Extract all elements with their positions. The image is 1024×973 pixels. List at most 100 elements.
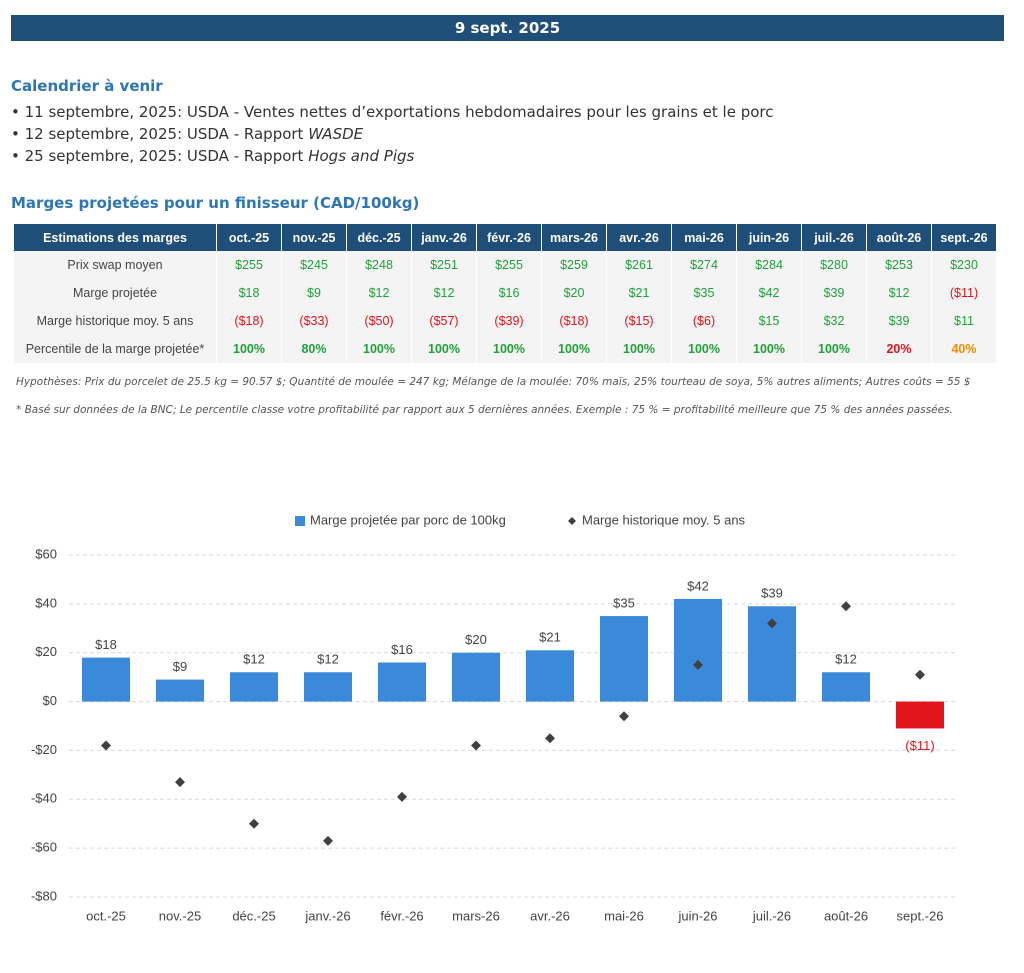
calendar-text: 12 septembre, 2025: USDA - Rapport (24, 125, 309, 143)
cell: $12 (411, 279, 477, 307)
header-row: Estimations des marges oct.-25 nov.-25 déc.… (14, 224, 997, 251)
cell: $18 (216, 279, 282, 307)
cell: $16 (476, 279, 542, 307)
bar (526, 650, 574, 702)
cell: $39 (801, 279, 867, 307)
cell: 100% (476, 335, 542, 363)
marker (471, 740, 481, 751)
x-tick-label: janv.-26 (304, 908, 350, 923)
cell: $248 (346, 251, 412, 279)
x-tick-label: févr.-26 (380, 908, 423, 923)
date-banner: 9 sept. 2025 (11, 15, 1004, 41)
cell: 40% (931, 335, 997, 363)
table-title: Marges projetées pour un finisseur (CAD/… (11, 194, 420, 212)
bar (452, 652, 500, 702)
cell: $230 (931, 251, 997, 279)
y-tick-label: $0 (43, 693, 57, 708)
header-cell: avr.-26 (606, 224, 672, 251)
cell: ($15) (606, 307, 672, 335)
data-label: $12 (317, 652, 339, 667)
data-label: $9 (173, 659, 187, 674)
y-tick-label: -$80 (31, 888, 57, 903)
x-tick-label: nov.-25 (159, 908, 201, 923)
data-label: $20 (465, 632, 487, 647)
marker (249, 818, 259, 829)
cell: 100% (671, 335, 737, 363)
x-tick-label: avr.-26 (530, 908, 570, 923)
header-cell: mai-26 (671, 224, 737, 251)
cell: $12 (346, 279, 412, 307)
cell: $35 (671, 279, 737, 307)
y-tick-label: -$60 (31, 840, 57, 855)
y-tick-label: -$20 (31, 742, 57, 757)
marker (619, 711, 629, 722)
margin-table: Estimations des marges oct.-25 nov.-25 déc.… (14, 224, 997, 363)
cell: 20% (866, 335, 932, 363)
data-label: ($11) (905, 738, 934, 753)
x-tick-label: mai-26 (604, 908, 644, 923)
y-tick-label: $60 (35, 546, 57, 561)
cell: 100% (606, 335, 672, 363)
cell: ($18) (216, 307, 282, 335)
data-label: $39 (761, 586, 783, 601)
x-tick-label: mars-26 (452, 908, 500, 923)
note: * Basé sur données de la BNC; Le percent… (16, 404, 953, 416)
cell: $11 (931, 307, 997, 335)
calendar-text: 25 septembre, 2025: USDA - Rapport (24, 147, 309, 165)
marker (323, 835, 333, 846)
header-cell: juin-26 (736, 224, 802, 251)
y-tick-label: $40 (35, 595, 57, 610)
bar (230, 672, 278, 702)
data-label: $21 (539, 630, 561, 645)
calendar-title: Calendrier à venir (11, 77, 163, 95)
calendar-item: 12 septembre, 2025: USDA - Rapport WASDE (11, 123, 773, 145)
table-row: Prix swap moyen $255 $245 $248 $251 $255 $259 $… (14, 251, 997, 279)
cell: $251 (411, 251, 477, 279)
data-label: $16 (391, 642, 413, 657)
cell: 100% (541, 335, 607, 363)
table-row: Marge projetée $18 $9 $12 $12 $16 $20 $21 $35 $42… (14, 279, 997, 307)
bar (896, 701, 944, 729)
header-cell: août-26 (866, 224, 932, 251)
header-cell: oct.-25 (216, 224, 282, 251)
bar (82, 657, 130, 702)
x-tick-label: juin-26 (677, 908, 717, 923)
cell: ($18) (541, 307, 607, 335)
cell: $284 (736, 251, 802, 279)
header-cell: mars-26 (541, 224, 607, 251)
legend-marker (295, 516, 305, 526)
marker (767, 618, 777, 629)
cell: ($57) (411, 307, 477, 335)
row-label: Prix swap moyen (14, 251, 217, 279)
table-row: Percentile de la marge projetée* 100% 80% 1… (14, 335, 997, 363)
cell: $255 (476, 251, 542, 279)
header-cell: juil.-26 (801, 224, 867, 251)
data-label: $12 (835, 652, 857, 667)
chart: -$80 -$60 -$40 -$20 $0 $20 $40 $60 oct.-25 nov.-2… (31, 512, 957, 923)
table-row: Marge historique moy. 5 ans ($18) ($33) ($5… (14, 307, 997, 335)
cell: $245 (281, 251, 347, 279)
calendar-emphasis: WASDE (308, 125, 364, 143)
calendar-emphasis: Hogs and Pigs (308, 147, 415, 165)
x-tick-label: sept.-26 (897, 908, 944, 923)
calendar-item: 25 septembre, 2025: USDA - Rapport Hogs … (11, 145, 773, 167)
marker (397, 791, 407, 802)
data-label: $35 (613, 596, 635, 611)
cell: $32 (801, 307, 867, 335)
cell: $253 (866, 251, 932, 279)
cell: $274 (671, 251, 737, 279)
cell: 100% (801, 335, 867, 363)
cell: $280 (801, 251, 867, 279)
cell: ($6) (671, 307, 737, 335)
cell: $9 (281, 279, 347, 307)
bar (674, 598, 722, 702)
calendar-text: 11 septembre, 2025: USDA - Ventes nettes… (24, 103, 774, 121)
bar (378, 662, 426, 702)
y-tick-label: -$40 (31, 791, 57, 806)
data-label: $18 (95, 637, 117, 652)
cell: 100% (346, 335, 412, 363)
legend-marker (568, 517, 576, 525)
row-label: Marge projetée (14, 279, 217, 307)
y-tick-label: $20 (35, 644, 57, 659)
